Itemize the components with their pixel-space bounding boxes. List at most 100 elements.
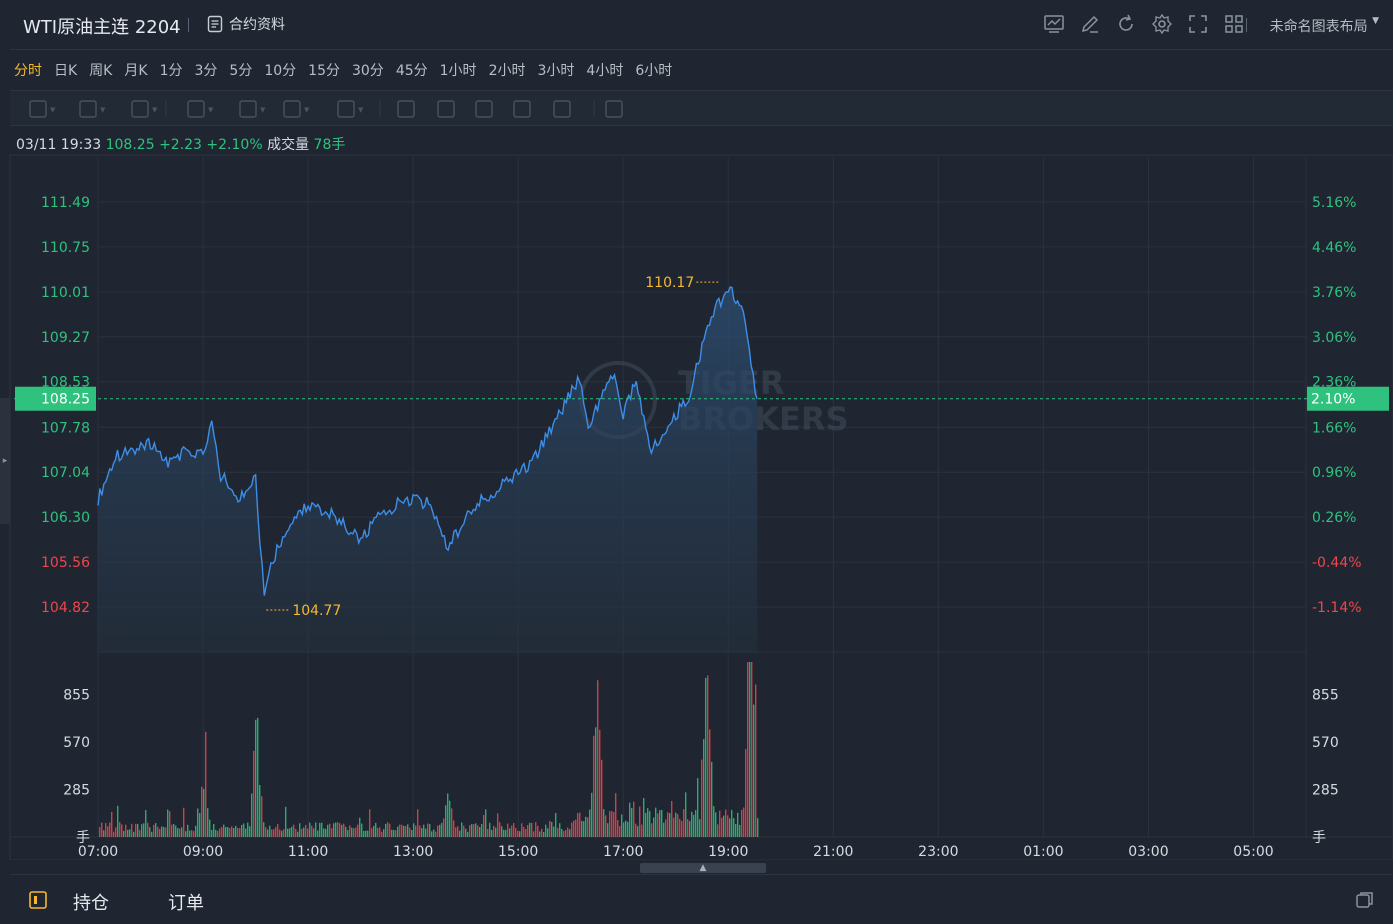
volume-bar xyxy=(411,830,413,837)
period-tab[interactable]: 4小时 xyxy=(586,63,624,79)
magnet-icon[interactable] xyxy=(513,100,531,118)
arrow-tool-icon[interactable]: ▼ xyxy=(239,100,266,118)
volume-bar xyxy=(285,806,287,837)
period-tab[interactable]: 45分 xyxy=(395,63,428,79)
period-tab[interactable]: 6小时 xyxy=(635,63,673,79)
period-tab[interactable]: 15分 xyxy=(308,63,340,79)
period-tab[interactable]: 1小时 xyxy=(439,63,477,79)
volume-bar xyxy=(507,823,509,837)
volume-bar xyxy=(523,826,525,837)
trash-icon[interactable] xyxy=(605,100,623,118)
rect-tool-icon[interactable]: ▼ xyxy=(79,100,106,118)
tab-positions[interactable]: 持仓 xyxy=(73,893,109,914)
grid-icon[interactable] xyxy=(1223,13,1245,35)
volume-bar xyxy=(749,662,751,837)
x-tick: 07:00 xyxy=(78,844,118,860)
layout-dropdown[interactable]: 未命名图表布局 ▼ xyxy=(1270,16,1379,36)
volume-bar xyxy=(275,827,277,837)
lock-icon[interactable] xyxy=(437,100,455,118)
volume-bar xyxy=(573,820,575,837)
instrument-title: WTI原油主连 2204 xyxy=(23,17,181,38)
refresh-icon[interactable] xyxy=(1115,13,1137,35)
volume-bar xyxy=(665,819,667,837)
period-tab[interactable]: 10分 xyxy=(264,63,297,79)
period-tab[interactable]: 分时 xyxy=(14,63,42,79)
volume-bar xyxy=(233,828,235,837)
period-tab[interactable]: 1分 xyxy=(159,63,183,79)
volume-bar xyxy=(325,828,327,837)
pattern-tool-icon[interactable]: ▼ xyxy=(131,100,158,118)
layers-icon[interactable] xyxy=(553,100,571,118)
volume-bar xyxy=(723,815,725,837)
current-price-label: 108.25 xyxy=(41,392,90,408)
panel-toggle-icon[interactable] xyxy=(29,891,47,909)
volume-bar xyxy=(137,823,139,837)
volume-bar xyxy=(169,811,171,837)
period-tab[interactable]: 月K xyxy=(124,63,148,79)
y-tick-right: -0.44% xyxy=(1312,555,1362,571)
volume-bar xyxy=(185,831,187,837)
volume-bar xyxy=(229,828,231,837)
annotation-tool-icon[interactable]: ▼ xyxy=(337,100,364,118)
volume-bar xyxy=(633,801,635,837)
volume-bar xyxy=(351,827,353,837)
volume-bar xyxy=(311,825,313,837)
y-tick-right: 2.36% xyxy=(1312,375,1356,391)
period-tab[interactable]: 3分 xyxy=(194,63,218,79)
popout-icon[interactable] xyxy=(1355,890,1375,910)
volume-bar xyxy=(379,827,381,837)
volume-bar xyxy=(337,822,339,837)
period-tab[interactable]: 3小时 xyxy=(537,63,575,79)
volume-bar xyxy=(427,823,429,837)
panel-resize-handle[interactable]: ▲ xyxy=(640,863,766,873)
volume-bar xyxy=(661,809,663,837)
bottom-panel: 持仓 订单 xyxy=(10,874,1393,924)
volume-bar xyxy=(539,831,541,837)
y-tick-right: 1.66% xyxy=(1312,420,1356,436)
period-tab[interactable]: 周K xyxy=(89,63,113,79)
volume-bar xyxy=(409,827,411,837)
period-tab[interactable]: 5分 xyxy=(229,63,253,79)
volume-bar xyxy=(205,731,207,837)
volume-bar xyxy=(245,828,247,837)
volume-bar xyxy=(615,793,617,837)
volume-bar xyxy=(279,829,281,837)
volume-bar xyxy=(577,813,579,837)
tab-orders[interactable]: 订单 xyxy=(168,893,204,914)
sidebar-collapse-handle[interactable]: ▸ xyxy=(0,398,10,524)
volume-bar xyxy=(323,828,325,837)
datetime: 03/11 19:33 xyxy=(16,137,102,153)
volume-bar xyxy=(141,824,143,837)
y-tick-right: 0.26% xyxy=(1312,510,1356,526)
y-tick-left: 108.53 xyxy=(41,375,90,391)
period-tab[interactable]: 2小时 xyxy=(488,63,526,79)
chart-icon[interactable] xyxy=(1043,13,1065,35)
eye-icon[interactable] xyxy=(475,100,493,118)
edit-icon[interactable] xyxy=(1079,13,1101,35)
text-tool-icon[interactable]: ▼ xyxy=(187,100,214,118)
volume-bar xyxy=(355,827,357,837)
gear-icon[interactable] xyxy=(1151,13,1173,35)
period-tab[interactable]: 日K xyxy=(54,63,78,79)
y-tick-left: 110.01 xyxy=(41,285,90,301)
volume-bar xyxy=(657,813,659,837)
volume-bar xyxy=(505,829,507,837)
volume-bar xyxy=(149,827,151,837)
volume-bar xyxy=(731,809,733,837)
volume-bar xyxy=(287,828,289,837)
line-tool-icon[interactable]: ▼ xyxy=(29,100,56,118)
fullscreen-icon[interactable] xyxy=(1187,13,1209,35)
period-tab[interactable]: 30分 xyxy=(351,63,384,79)
volume-bar xyxy=(181,827,183,837)
measure-tool-icon[interactable]: ▼ xyxy=(283,100,310,118)
price-chart[interactable]: TIGERBROKERS111.49110.75110.01109.27108.… xyxy=(0,130,1393,860)
contract-info-button[interactable]: 合约资料 xyxy=(207,14,285,34)
volume-bar xyxy=(719,810,721,837)
pencil-icon[interactable] xyxy=(397,100,415,118)
x-tick: 09:00 xyxy=(183,844,223,860)
volume-bar xyxy=(327,824,329,837)
volume-bar xyxy=(347,830,349,837)
volume-bar xyxy=(663,822,665,837)
volume-bar xyxy=(527,825,529,837)
volume-bar xyxy=(139,830,141,837)
